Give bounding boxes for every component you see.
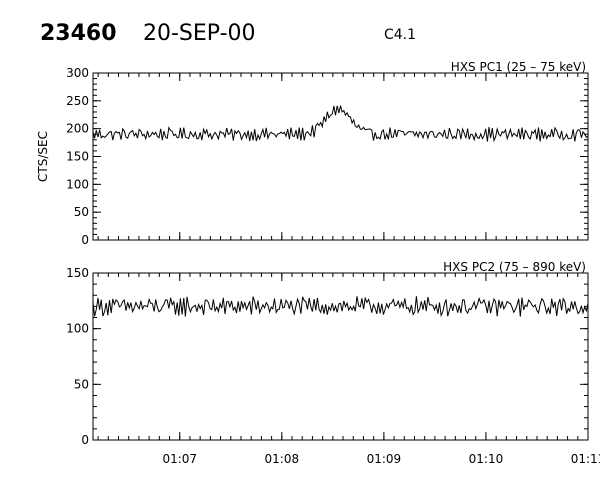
y-tick-label: 150 bbox=[66, 150, 89, 164]
event-date: 20-SEP-00 bbox=[143, 21, 256, 46]
x-tick-label: 01:08 bbox=[265, 452, 300, 466]
y-axis-label: CTS/SEC bbox=[36, 131, 50, 182]
y-tick-label: 50 bbox=[74, 377, 89, 391]
x-tick-label: 01:07 bbox=[162, 452, 197, 466]
x-tick-label: 01:09 bbox=[367, 452, 402, 466]
panel-pc2: HXS PC2 (75 – 890 keV) 0 50 100 150 01:07 01:0… bbox=[66, 260, 600, 466]
panel-title: HXS PC1 (25 – 75 keV) bbox=[451, 60, 586, 74]
flare-class: C4.1 bbox=[384, 27, 416, 43]
event-number: 23460 bbox=[40, 21, 117, 46]
y-tick-label: 200 bbox=[66, 122, 89, 136]
plot-frame bbox=[92, 72, 589, 241]
plot-frame bbox=[92, 272, 589, 441]
y-tick-label: 0 bbox=[81, 233, 89, 247]
series-line bbox=[92, 105, 589, 143]
series-line bbox=[92, 296, 589, 318]
y-tick-label: 0 bbox=[81, 433, 89, 447]
y-tick-label: 100 bbox=[66, 322, 89, 336]
panel-pc1: HXS PC1 (25 – 75 keV) 0 50 100 150 200 250 300 C… bbox=[36, 60, 589, 247]
panel-title: HXS PC2 (75 – 890 keV) bbox=[443, 260, 586, 274]
y-tick-label: 300 bbox=[66, 66, 89, 80]
y-tick-label: 250 bbox=[66, 94, 89, 108]
y-tick-label: 150 bbox=[66, 266, 89, 280]
y-tick-label: 100 bbox=[66, 177, 89, 191]
x-tick-label: 01:11 bbox=[571, 452, 600, 466]
x-tick-label: 01:10 bbox=[469, 452, 504, 466]
y-tick-label: 50 bbox=[74, 205, 89, 219]
